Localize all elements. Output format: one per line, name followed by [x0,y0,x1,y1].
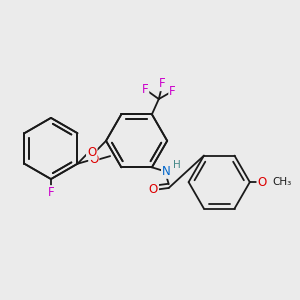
Text: O: O [87,146,96,159]
Text: O: O [149,183,158,196]
Text: F: F [169,85,176,98]
Text: F: F [48,186,54,199]
Text: N: N [162,165,171,178]
Text: F: F [142,83,148,96]
Text: H: H [173,160,181,170]
Text: H: H [173,160,181,170]
Text: O: O [89,153,98,167]
Text: O: O [149,183,158,196]
Text: CH₃: CH₃ [273,177,292,187]
Text: F: F [48,186,54,199]
Text: F: F [158,77,165,90]
Text: O: O [87,146,96,159]
Text: O: O [257,176,267,189]
Text: N: N [162,165,171,178]
